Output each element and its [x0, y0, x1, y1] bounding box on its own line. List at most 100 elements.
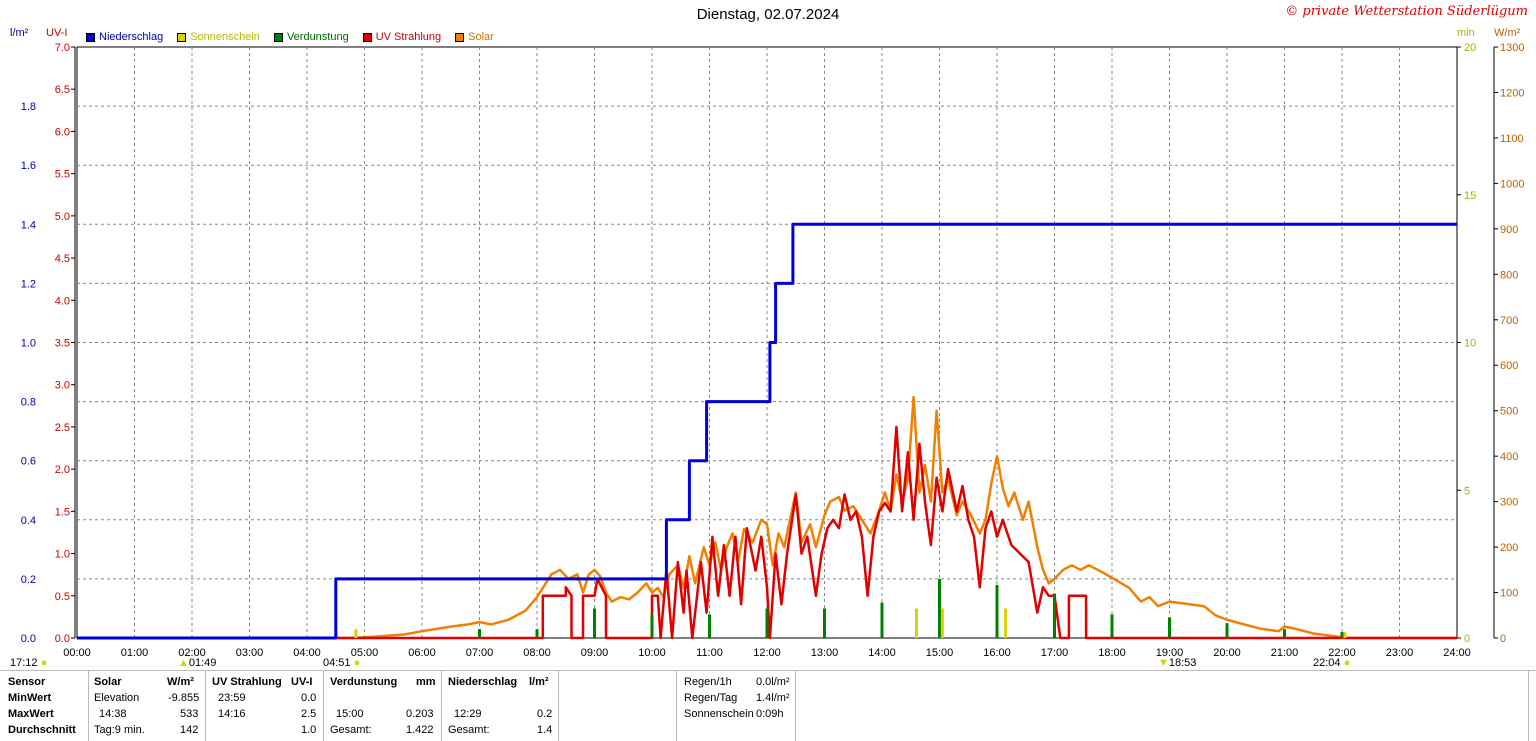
stats-header-sensor: Sensor [8, 676, 46, 688]
unit-rain: l/m² [10, 27, 29, 39]
stats-cell: 533 [180, 708, 199, 720]
x-tick-label: 24:00 [1443, 647, 1471, 659]
x-tick-label: 00:00 [63, 647, 91, 659]
solar-tick-label: 1100 [1500, 133, 1524, 145]
unit-uv: UV-I [46, 27, 68, 39]
uv-tick-label: 4.5 [55, 253, 70, 265]
uv-tick-label: 6.5 [55, 84, 70, 96]
x-tick-label: 19:00 [1156, 647, 1184, 659]
chart-series [77, 222, 1457, 640]
stats-cell: 23:59 [218, 692, 246, 704]
legend-label: UV Strahlung [375, 31, 442, 43]
min-tick-label: 10 [1464, 338, 1476, 350]
rain-tick-label: 0.0 [21, 633, 36, 645]
stats-header-uv-unit: UV-I [291, 676, 313, 688]
chart-svg: 00:00 01:00 02:00 03:00 04:00 05:00 06:00 07:00… [21, 42, 1525, 659]
x-tick-label: 21:00 [1271, 647, 1299, 659]
x-tick-label: 17:00 [1041, 647, 1069, 659]
uv-tick-label: 5.5 [55, 169, 70, 181]
stats-cell: Gesamt: [330, 724, 372, 736]
legend-item-sonnenschein: Sonnenschein [177, 31, 260, 43]
table-divider [323, 670, 324, 741]
min-tick-label: 0 [1464, 633, 1470, 645]
rain-tick-label: 1.0 [21, 338, 36, 350]
solar-tick-label: 1000 [1500, 178, 1524, 190]
legend-item-verdunstung: Verdunstung [273, 31, 349, 43]
legend-item-solar: Solar [455, 31, 494, 43]
solar-tick-label: 500 [1500, 406, 1518, 418]
unit-solar: W/m² [1494, 27, 1521, 39]
solar-tick-label: 600 [1500, 360, 1518, 372]
solar-tick-label: 100 [1500, 588, 1518, 600]
sun-icon: ● [40, 657, 48, 669]
solar-tick-label: 1300 [1500, 42, 1524, 54]
stats-table: Sensor Solar W/m² UV Strahlung UV-I Verd… [0, 672, 1536, 741]
rain-tick-label: 0.6 [21, 456, 36, 468]
stats-cell: 15:00 [336, 708, 364, 720]
uv-tick-label: 5.0 [55, 211, 70, 223]
stats-header-evap-unit: mm [416, 676, 436, 688]
x-tick-label: 03:00 [236, 647, 264, 659]
moonset-icon: ● [1343, 657, 1351, 669]
uv-tick-label: 1.0 [55, 549, 70, 561]
x-tick-label: 13:00 [811, 647, 839, 659]
stats-cell: 2.5 [301, 708, 317, 720]
summary-value: 0:09h [756, 708, 784, 720]
unit-min: min [1457, 27, 1475, 39]
uv-tick-label: 3.0 [55, 380, 70, 392]
legend-label: Niederschlag [99, 31, 164, 43]
solar-tick-label: 300 [1500, 497, 1518, 509]
rain-tick-label: 1.8 [21, 101, 36, 113]
moonrise-icon: ▲ [178, 657, 189, 669]
summary-value: 0.0l/m² [756, 676, 790, 688]
series-line-niederschlag [77, 222, 1457, 640]
x-tick-label: 08:00 [523, 647, 551, 659]
stats-cell: 0.0 [301, 692, 317, 704]
chart-grid [76, 46, 1458, 639]
x-tick-label: 23:00 [1386, 647, 1414, 659]
rain-tick-label: 1.6 [21, 160, 36, 172]
x-tick-label: 14:00 [868, 647, 896, 659]
legend-swatch [86, 32, 95, 42]
solar-tick-label: 800 [1500, 269, 1518, 281]
table-divider [795, 670, 796, 741]
uv-tick-label: 4.0 [55, 295, 70, 307]
uv-tick-label: 3.5 [55, 338, 70, 350]
legend-label: Solar [468, 31, 494, 43]
solar-tick-label: 200 [1500, 542, 1518, 554]
series-line-solar [77, 395, 1457, 640]
min-tick-label: 15 [1464, 190, 1476, 202]
x-tick-label: 12:00 [753, 647, 781, 659]
rain-tick-label: 1.2 [21, 278, 36, 290]
stats-cell: 14:16 [218, 708, 246, 720]
rain-tick-label: 0.8 [21, 397, 36, 409]
uv-tick-label: 6.0 [55, 126, 70, 138]
stats-cell: 1.4 [537, 724, 553, 736]
table-divider [441, 670, 442, 741]
solar-tick-label: 700 [1500, 315, 1518, 327]
copyright-text: © private Wetterstation Süderlügum [1285, 4, 1528, 19]
legend-label: Verdunstung [286, 31, 349, 43]
min-tick-label: 20 [1464, 42, 1476, 54]
stats-row-label: MaxWert [8, 708, 54, 720]
stats-header-rain: Niederschlag [448, 676, 518, 688]
x-tick-label: 09:00 [581, 647, 609, 659]
summary-label: Sonnenschein [684, 708, 754, 720]
rain-tick-label: 0.4 [21, 515, 36, 527]
stats-cell: Tag:9 min. [94, 724, 145, 736]
marker-sunset: ▼18:53 [1158, 657, 1197, 669]
legend-swatch [273, 32, 283, 42]
legend-swatch [455, 32, 465, 42]
solar-tick-label: 900 [1500, 224, 1518, 236]
legend-item-uv: UV Strahlung [362, 31, 442, 43]
legend: Niederschlag Sonnenschein Verdunstung UV… [86, 31, 494, 43]
stats-cell: 1.0 [301, 724, 317, 736]
x-tick-label: 05:00 [351, 647, 379, 659]
solar-tick-label: 400 [1500, 451, 1518, 463]
legend-swatch [177, 32, 187, 42]
sunrise-icon: ● [353, 657, 361, 669]
x-tick-label: 20:00 [1213, 647, 1241, 659]
stats-cell: 14:38 [99, 708, 127, 720]
stats-cell: 0.2 [537, 708, 553, 720]
stats-cell: 0.203 [406, 708, 434, 720]
